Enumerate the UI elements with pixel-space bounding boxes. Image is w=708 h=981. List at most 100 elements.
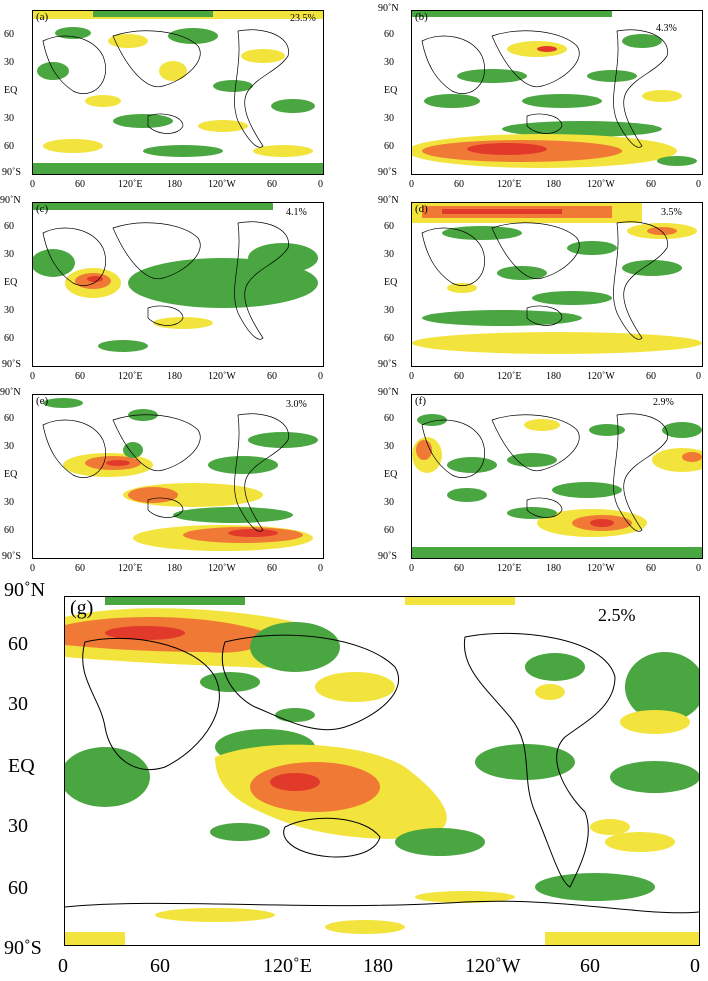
- lon-tick: 120˚E: [497, 563, 522, 574]
- lat-tick-30s: 30: [4, 113, 14, 124]
- lon-tick: 60: [646, 563, 656, 574]
- lat-tick-60s: 60: [4, 525, 14, 536]
- lat-tick-60n: 60: [4, 221, 14, 232]
- lon-tick: 120˚E: [497, 179, 522, 190]
- lon-tick: 120˚E: [497, 371, 522, 382]
- panel-label: (d): [415, 203, 428, 215]
- field-g: [65, 597, 699, 945]
- lat-tick-90s: 90˚S: [4, 937, 42, 959]
- map-a: [32, 10, 324, 175]
- lat-tick-60s: 60: [384, 525, 394, 536]
- panel-a: (a) 23.5% 60 30 EQ 30 60 90˚S 0 60 120˚E…: [0, 0, 340, 192]
- lat-tick-90n: 90˚N: [378, 195, 399, 206]
- lon-tick: 0: [318, 371, 323, 382]
- lon-tick: 60: [267, 179, 277, 190]
- lat-tick-30n: 30: [4, 249, 14, 260]
- lat-tick-30n: 30: [384, 249, 394, 260]
- lon-tick: 60: [267, 563, 277, 574]
- map-c: [32, 202, 324, 367]
- lon-tick: 120˚E: [118, 371, 143, 382]
- lon-tick: 180: [363, 955, 393, 977]
- lon-tick: 0: [30, 371, 35, 382]
- lon-tick: 60: [454, 179, 464, 190]
- lon-tick: 60: [75, 179, 85, 190]
- lon-tick: 0: [30, 179, 35, 190]
- lon-tick: 0: [696, 179, 701, 190]
- lat-tick-90s: 90˚S: [378, 167, 397, 178]
- lat-tick-30s: 30: [384, 113, 394, 124]
- lon-tick: 60: [75, 371, 85, 382]
- map-f: [411, 394, 703, 559]
- lon-tick: 120˚W: [587, 371, 615, 382]
- lon-tick: 120˚E: [118, 563, 143, 574]
- lon-tick: 180: [167, 563, 182, 574]
- lon-tick: 0: [409, 179, 414, 190]
- explained-variance: 3.0%: [286, 399, 307, 410]
- lat-tick-30n: 30: [8, 693, 28, 715]
- lat-tick-60s: 60: [4, 141, 14, 152]
- lat-tick-30n: 30: [4, 57, 14, 68]
- explained-variance: 2.5%: [598, 605, 636, 625]
- panel-label: (g): [70, 597, 94, 619]
- lon-tick: 120˚W: [587, 179, 615, 190]
- panel-f: (f) 2.9% 90˚N 60 30 EQ 30 60 90˚S 0 60 1…: [356, 384, 706, 576]
- lat-tick-30n: 30: [384, 441, 394, 452]
- lon-tick: 0: [318, 179, 323, 190]
- lon-tick: 120˚W: [465, 955, 521, 977]
- lon-tick: 0: [409, 371, 414, 382]
- lat-tick-60s: 60: [384, 141, 394, 152]
- lat-tick-30s: 30: [4, 497, 14, 508]
- lon-tick: 120˚W: [208, 179, 236, 190]
- lon-tick: 60: [580, 955, 600, 977]
- lon-tick: 0: [58, 955, 68, 977]
- field-a: [33, 11, 323, 174]
- map-b: [411, 10, 703, 175]
- lat-tick-60s: 60: [4, 333, 14, 344]
- field-b: [412, 11, 697, 168]
- lat-tick-90n: 90˚N: [378, 3, 399, 14]
- map-e: [32, 394, 324, 559]
- lat-tick-30s: 30: [4, 305, 14, 316]
- lat-tick-60n: 60: [384, 413, 394, 424]
- lat-tick-eq: EQ: [384, 277, 398, 288]
- lon-tick: 0: [409, 563, 414, 574]
- lon-tick: 180: [546, 371, 561, 382]
- lon-tick: 0: [690, 955, 700, 977]
- lon-tick: 180: [167, 179, 182, 190]
- panel-label: (a): [36, 11, 49, 23]
- panel-label: (c): [36, 203, 49, 215]
- explained-variance: 23.5%: [290, 13, 316, 24]
- map-d: [411, 202, 703, 367]
- lon-tick: 120˚W: [208, 563, 236, 574]
- explained-variance: 3.5%: [661, 207, 682, 218]
- lon-tick: 120˚W: [208, 371, 236, 382]
- panel-d: (d) 3.5% 90˚N 60 30 EQ 30 60 90˚S 0 60 1…: [356, 192, 706, 384]
- explained-variance: 4.3%: [656, 23, 677, 34]
- lat-tick-30n: 30: [4, 441, 14, 452]
- lat-tick-90s: 90˚S: [2, 551, 21, 562]
- panel-label: (e): [36, 395, 49, 407]
- lon-tick: 60: [646, 179, 656, 190]
- lon-tick: 60: [267, 371, 277, 382]
- lat-tick-eq: EQ: [384, 85, 398, 96]
- lat-tick-90n: 90˚N: [0, 387, 21, 398]
- panel-label: (b): [415, 11, 428, 23]
- explained-variance: 2.9%: [653, 397, 674, 408]
- lat-tick-30s: 30: [384, 305, 394, 316]
- field-e: [42, 398, 318, 551]
- lat-tick-90s: 90˚S: [2, 359, 21, 370]
- lon-tick: 0: [30, 563, 35, 574]
- lon-tick: 120˚E: [118, 179, 143, 190]
- lat-tick-30s: 30: [384, 497, 394, 508]
- field-c: [33, 203, 318, 352]
- panel-b: (b) 4.3% 90˚N 60 30 EQ 30 60 90˚S 0 60 1…: [356, 0, 706, 192]
- lon-tick: 60: [150, 955, 170, 977]
- lat-tick-60s: 60: [8, 877, 28, 899]
- lon-tick: 60: [75, 563, 85, 574]
- lon-tick: 180: [167, 371, 182, 382]
- lat-tick-60n: 60: [4, 29, 14, 40]
- lat-tick-30s: 30: [8, 815, 28, 837]
- lat-tick-60n: 60: [4, 413, 14, 424]
- lat-tick-eq: EQ: [8, 755, 35, 777]
- lon-tick: 120˚E: [263, 955, 312, 977]
